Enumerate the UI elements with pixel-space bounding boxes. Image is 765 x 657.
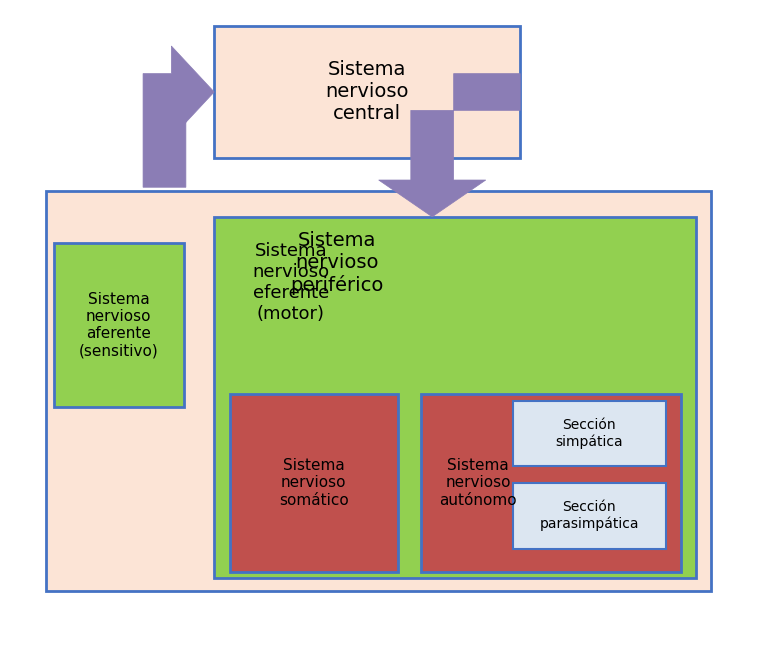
- Text: Sistema
nervioso
periférico: Sistema nervioso periférico: [290, 231, 383, 295]
- PathPatch shape: [379, 74, 520, 217]
- FancyBboxPatch shape: [214, 217, 696, 578]
- FancyBboxPatch shape: [214, 26, 520, 158]
- Text: Sistema
nervioso
autónomo: Sistema nervioso autónomo: [439, 458, 517, 508]
- Text: Sistema
nervioso
central: Sistema nervioso central: [325, 60, 409, 124]
- Text: Sección
parasimpática: Sección parasimpática: [539, 501, 639, 531]
- Text: Sistema
nervioso
somático: Sistema nervioso somático: [278, 458, 349, 508]
- Text: Sistema
nervioso
eferente
(motor): Sistema nervioso eferente (motor): [252, 242, 329, 323]
- FancyBboxPatch shape: [46, 191, 711, 591]
- FancyBboxPatch shape: [513, 401, 666, 466]
- PathPatch shape: [143, 46, 214, 187]
- FancyBboxPatch shape: [54, 243, 184, 407]
- FancyBboxPatch shape: [513, 483, 666, 549]
- FancyBboxPatch shape: [230, 394, 398, 572]
- FancyBboxPatch shape: [421, 394, 681, 572]
- Text: Sistema
nervioso
aferente
(sensitivo): Sistema nervioso aferente (sensitivo): [79, 292, 158, 359]
- Text: Sección
simpática: Sección simpática: [555, 419, 623, 449]
